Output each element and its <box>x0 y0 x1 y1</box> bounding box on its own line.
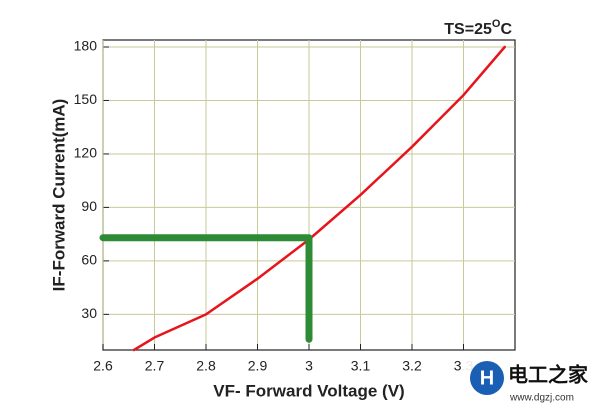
watermark-logo <box>470 361 504 395</box>
x-tick-label: 2.8 <box>196 358 216 374</box>
note-main: TS=25 <box>444 21 492 38</box>
series-line <box>132 45 506 352</box>
watermark-url: www.dgzj.com <box>509 393 574 404</box>
y-tick-label: 150 <box>74 91 98 107</box>
x-axis-label: VF- Forward Voltage (V) <box>213 381 404 400</box>
watermark-logo-letter: H <box>480 367 494 389</box>
note-sup: O <box>492 18 501 30</box>
x-tick-label: 2.7 <box>145 358 165 374</box>
y-axis-label: IF-Forward Current(mA) <box>49 99 68 292</box>
x-tick-label: 3.2 <box>402 358 422 374</box>
watermark-name: 电工之家 <box>508 362 589 386</box>
y-tick-label: 60 <box>81 252 97 268</box>
x-tick-label: 2.9 <box>248 358 268 374</box>
note-unit: C <box>500 21 512 38</box>
y-tick-label: 120 <box>74 145 98 161</box>
y-tick-label: 30 <box>81 305 97 321</box>
condition-note: TS=25OC <box>444 18 512 38</box>
series-line <box>99 234 313 343</box>
x-tick-label: 3 <box>305 358 313 374</box>
x-tick-label: 2.6 <box>93 358 113 374</box>
watermark: H 电工之家 www.dgzj.com <box>462 358 600 407</box>
y-tick-label: 180 <box>74 38 98 54</box>
x-tick-label: 3.1 <box>351 358 371 374</box>
y-tick-label: 90 <box>81 198 97 214</box>
